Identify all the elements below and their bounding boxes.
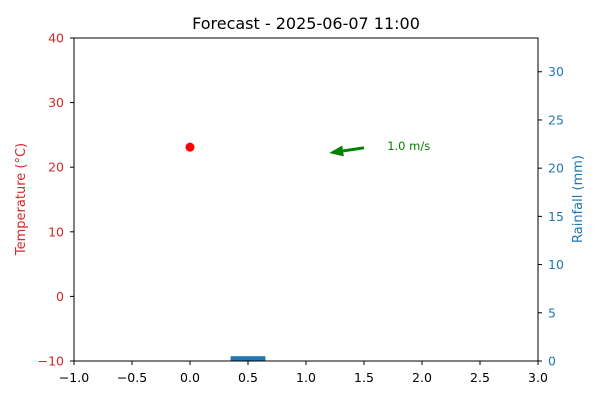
right-y-tick-label: 25 <box>548 112 564 127</box>
left-y-tick-label: 20 <box>48 160 64 175</box>
wind-speed-label: 1.0 m/s <box>387 139 430 153</box>
left-y-tick-label: 10 <box>48 224 64 239</box>
chart-title: Forecast - 2025-06-07 11:00 <box>192 14 420 33</box>
x-tick-label: −1.0 <box>59 370 89 385</box>
x-tick-label: 2.0 <box>412 370 432 385</box>
plot-area: 1.0 m/s −1.0 −0.5 0.0 0.5 1.0 1.5 2.0 2.5 3.0 −10 0… <box>38 31 564 386</box>
x-tick-label: 2.5 <box>470 370 490 385</box>
right-y-tick-label: 10 <box>548 257 564 272</box>
wind-arrow-head <box>329 145 344 157</box>
x-tick-label: −0.5 <box>117 370 147 385</box>
right-y-tick-label: 0 <box>548 354 556 369</box>
rainfall-bar <box>230 356 266 361</box>
left-y-tick-label: 0 <box>56 289 64 304</box>
right-axis-label: Rainfall (mm) <box>571 155 586 243</box>
x-tick-label: 1.5 <box>354 370 374 385</box>
right-y-tick-label: 20 <box>548 161 564 176</box>
left-y-tick-label: 30 <box>48 95 64 110</box>
left-y-tick-label: −10 <box>38 354 64 369</box>
wind-arrow-shaft <box>342 146 365 153</box>
x-tick-label: 0.5 <box>238 370 258 385</box>
x-tick-label: 3.0 <box>528 370 548 385</box>
left-axis-label: Temperature (°C) <box>14 143 29 256</box>
left-y-tick-label: 40 <box>48 31 64 46</box>
x-tick-label: 0.0 <box>180 370 200 385</box>
right-y-tick-label: 15 <box>548 209 564 224</box>
right-y-tick-label: 30 <box>548 64 564 79</box>
temperature-point <box>185 142 195 152</box>
x-tick-label: 1.0 <box>296 370 316 385</box>
right-y-tick-label: 5 <box>548 305 556 320</box>
